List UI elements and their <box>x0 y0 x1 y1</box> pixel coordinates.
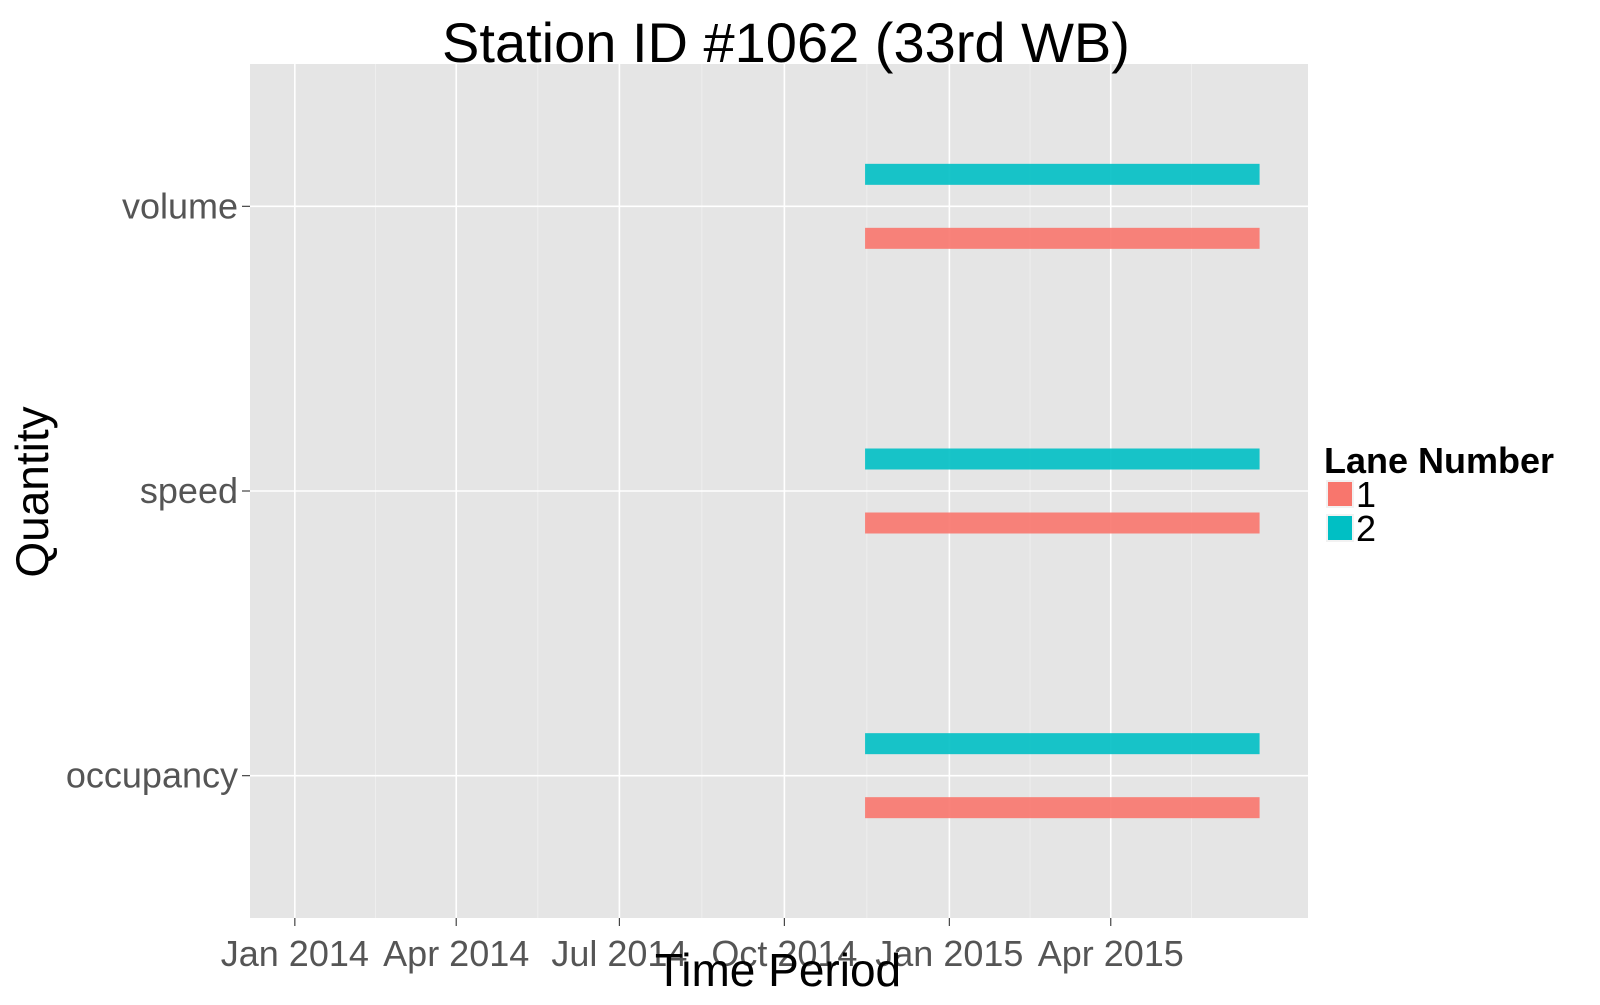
range-bar-lane-2-occupancy <box>865 733 1260 755</box>
legend-swatch-2 <box>1328 516 1352 540</box>
x-axis-title: Time Period <box>655 944 901 996</box>
x-tick-label: Jul 2014 <box>551 933 687 974</box>
legend-swatch-1 <box>1328 482 1352 506</box>
x-tick-label: Jan 2015 <box>875 933 1023 974</box>
x-axis-ticks: Jan 2014 Apr 2014 Jul 2014 Oct 2014 Jan 2015… <box>221 918 1184 974</box>
range-bar-lane-2-speed <box>865 448 1260 470</box>
x-tick-label: Jan 2014 <box>221 933 369 974</box>
legend-entries: 12 <box>1326 474 1376 549</box>
range-bar-lane-2-volume <box>865 163 1260 185</box>
y-tick-label: speed <box>140 470 238 511</box>
legend: Lane Number 12 <box>1324 440 1554 549</box>
x-tick-label: Oct 2014 <box>711 933 857 974</box>
legend-label-1: 1 <box>1356 474 1376 515</box>
legend-label-2: 2 <box>1356 508 1376 549</box>
y-tick-label: volume <box>122 185 238 226</box>
y-tick-label: occupancy <box>66 755 238 796</box>
y-axis-ticks: volume speed occupancy <box>66 185 250 796</box>
major-gridlines <box>250 64 1308 918</box>
range-bar-lane-1-occupancy <box>865 797 1260 819</box>
range-bar-lane-1-speed <box>865 512 1260 534</box>
x-tick-label: Apr 2014 <box>383 933 529 974</box>
chart-title: Station ID #1062 (33rd WB) <box>442 11 1130 74</box>
x-tick-label: Apr 2015 <box>1038 933 1184 974</box>
legend-title: Lane Number <box>1324 440 1554 481</box>
range-bar-lane-1-volume <box>865 227 1260 249</box>
range-bars <box>865 163 1260 819</box>
y-axis-title: Quantity <box>6 406 58 577</box>
